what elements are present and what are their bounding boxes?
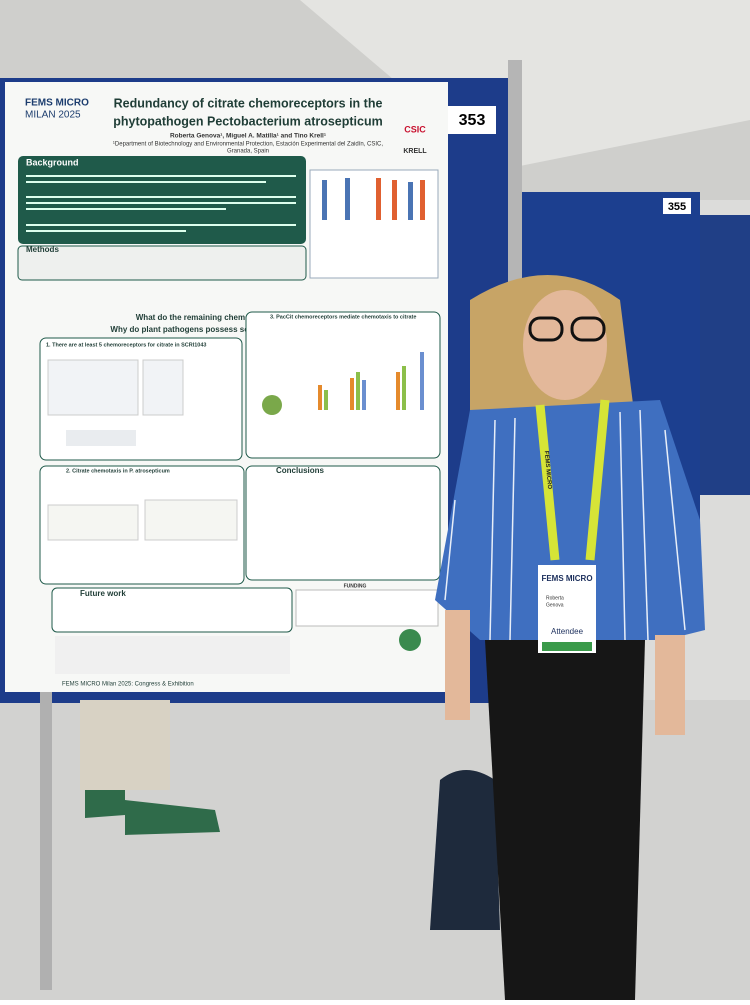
face [523, 290, 607, 400]
glasses [570, 316, 606, 342]
board-number: 355 [668, 201, 686, 213]
structure-image [66, 430, 136, 446]
lanyard [535, 399, 610, 561]
poster-affiliation: ¹Department of Biotechnology and Environ… [113, 142, 383, 148]
board-number-tag [448, 106, 496, 134]
section-heading: Background [26, 157, 79, 167]
logo-icon [399, 629, 421, 651]
poster-logo: FEMS MICRO [25, 98, 89, 109]
far-board [700, 215, 750, 495]
section-heading: Future work [80, 589, 126, 598]
badge-name: Genova [546, 602, 564, 608]
poster-authors: Roberta Genova¹, Miguel A. Matilla¹ and … [170, 133, 326, 140]
logo: KRELL [403, 148, 427, 155]
plot-thumbnail [142, 359, 184, 416]
ceiling-panel [300, 0, 750, 170]
badge-header: FEMS MICRO [541, 574, 592, 583]
board-number-tag [663, 198, 691, 214]
arm [445, 610, 470, 720]
glasses [528, 316, 564, 342]
board-number: 353 [459, 112, 486, 129]
question: What do the remaining chemoreceptors sen… [136, 313, 317, 322]
pole-left [40, 690, 52, 990]
shirt-stripes [444, 409, 686, 641]
poster-affiliation: Granada, Spain [227, 149, 269, 155]
text-lines [26, 175, 296, 232]
plot-thumbnail [144, 499, 238, 541]
conclusions-box [245, 465, 441, 581]
shoe [125, 800, 220, 835]
question: Why do plant pathogens possess so many c… [110, 325, 341, 334]
plot-thumbnail [47, 504, 139, 541]
pants [485, 640, 645, 1000]
section-heading: FUNDING [344, 583, 367, 589]
background-box [18, 156, 306, 244]
funding-box [295, 589, 439, 627]
badge [538, 565, 596, 653]
panel [39, 465, 245, 585]
methods-box [17, 245, 307, 281]
plant-icon [262, 395, 282, 415]
panel-heading: 3. PacCit chemoreceptors mediate chemota… [270, 314, 416, 320]
logo: CSIC [404, 124, 426, 134]
panel-heading: 1. There are at least 5 chemoreceptors f… [46, 342, 207, 348]
arm [655, 635, 685, 735]
legs [80, 700, 170, 790]
panel-heading: 2. Citrate chemotaxis in P. atrosepticum [66, 468, 170, 474]
figure [309, 169, 439, 279]
poster-footer: FEMS MICRO Milan 2025: Congress & Exhibi… [62, 682, 194, 688]
future-work-box [51, 587, 293, 633]
badge-strip [542, 642, 592, 651]
lanyard-text: FEMS MICRO [543, 451, 552, 490]
panel [245, 311, 441, 459]
badge-name: Roberta [546, 595, 564, 601]
section-heading: Conclusions [276, 466, 325, 475]
plot-thumbnail [47, 359, 139, 416]
poster-title: Redundancy of citrate chemoreceptors in … [114, 96, 383, 110]
poster-logo: MILAN 2025 [25, 110, 81, 121]
bar-thumbnail [318, 352, 424, 410]
backpack [430, 770, 500, 930]
references [55, 636, 290, 674]
shoe [85, 790, 125, 818]
section-heading: Methods [26, 245, 59, 254]
shirt [435, 400, 705, 640]
receptor-icons [322, 178, 425, 220]
poster-title: phytopathogen Pectobacterium atrosepticu… [113, 114, 382, 128]
badge-role: Attendee [551, 627, 584, 636]
